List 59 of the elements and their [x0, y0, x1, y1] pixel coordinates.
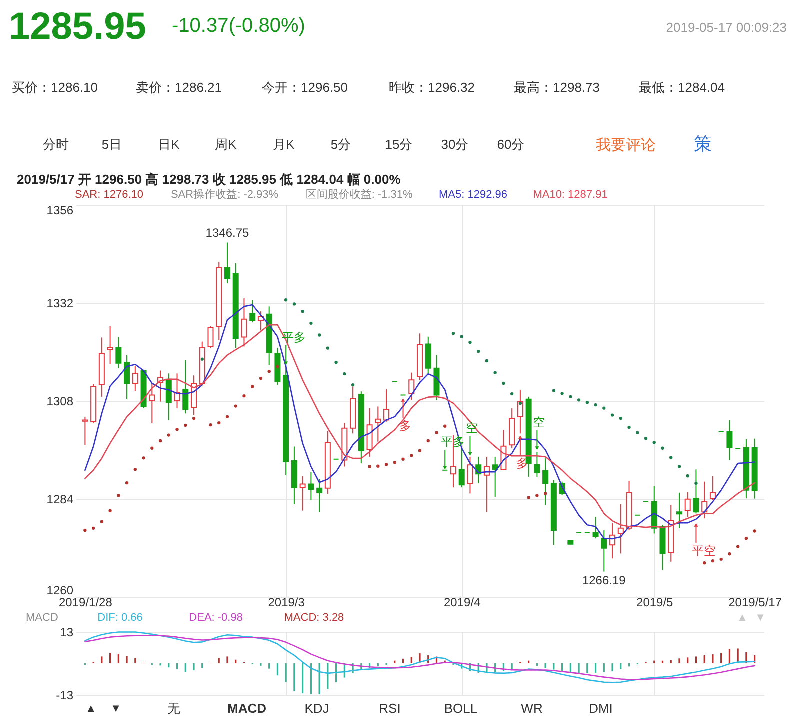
text: 最高：1298.73 [514, 80, 600, 95]
data-label: 多 [516, 456, 528, 470]
text: 60分 [497, 137, 525, 152]
x-tick-label: 2019/4 [444, 596, 482, 610]
text: ▲ [736, 612, 748, 624]
text: 最低：1284.04 [639, 80, 725, 95]
text: MACD [228, 701, 266, 716]
text: 昨收：1296.32 [389, 80, 475, 95]
text: 我要评论 [596, 137, 656, 154]
y-tick-label: 13 [60, 626, 74, 640]
text: 30分 [441, 137, 469, 152]
text: ▼ [755, 612, 766, 624]
text: 区间股价收益: -1.31% [306, 189, 414, 201]
data-label: 空 [533, 415, 546, 430]
text: MA5: 1292.96 [439, 189, 508, 201]
y-tick-label: 1308 [46, 394, 74, 408]
text: DMI [589, 701, 613, 716]
text: 卖价：1286.21 [136, 80, 222, 95]
data-label: 平空 [692, 544, 716, 558]
text: 5分 [330, 137, 352, 152]
text: SAR操作收益: -2.93% [170, 189, 279, 201]
text: 无 [168, 701, 180, 716]
text: 1285.95 [9, 6, 146, 48]
y-tick-label: 1332 [46, 296, 74, 310]
y-tick-label: -13 [56, 688, 74, 702]
x-tick-label: 2019/3 [268, 596, 306, 610]
y-tick-label: 1356 [46, 204, 74, 218]
series-label: DIF: 0.66 [98, 612, 143, 624]
annotation: 1346.75 [206, 226, 250, 240]
text: SAR: 1276.10 [75, 189, 144, 201]
text: 策 [694, 134, 712, 154]
y-tick-label: 1284 [46, 492, 74, 506]
series-label: DEA: -0.98 [189, 612, 243, 624]
text: 今开：1296.50 [262, 80, 348, 95]
text: 日K [158, 137, 180, 152]
text: 周K [215, 137, 238, 152]
text: ▼ [110, 703, 122, 715]
text: WR [521, 701, 543, 716]
text: MACD: 3.28 [284, 612, 344, 624]
chart-title: MACD [26, 612, 58, 624]
y-tick-label: 1260 [46, 584, 74, 598]
text: KDJ [304, 701, 330, 716]
data-label: 多 [399, 419, 412, 434]
text: 买价：1286.10 [12, 80, 98, 95]
text: 15分 [385, 137, 413, 152]
text: ▲ [86, 703, 96, 715]
text: 2019/5/17 开 1296.50 高 1298.73 收 1285.95 低 1284.04 幅 0.00% [17, 172, 402, 187]
text: RSI [379, 701, 401, 716]
x-tick-label: 2019/1/28 [58, 596, 113, 610]
text: MA10: 1287.91 [533, 189, 608, 201]
text: BOLL [444, 701, 478, 716]
annotation: 1266.19 [582, 574, 626, 588]
x-tick-label: 2019/5/17 [728, 596, 782, 610]
text: 2019-05-17 00:09:23 [666, 20, 787, 35]
text: 分时 [43, 137, 69, 152]
x-tick-label: 2019/5 [636, 596, 674, 610]
text: -10.37(-0.80%) [172, 15, 306, 37]
text: 5日 [102, 137, 122, 152]
text: 月K [273, 137, 296, 152]
